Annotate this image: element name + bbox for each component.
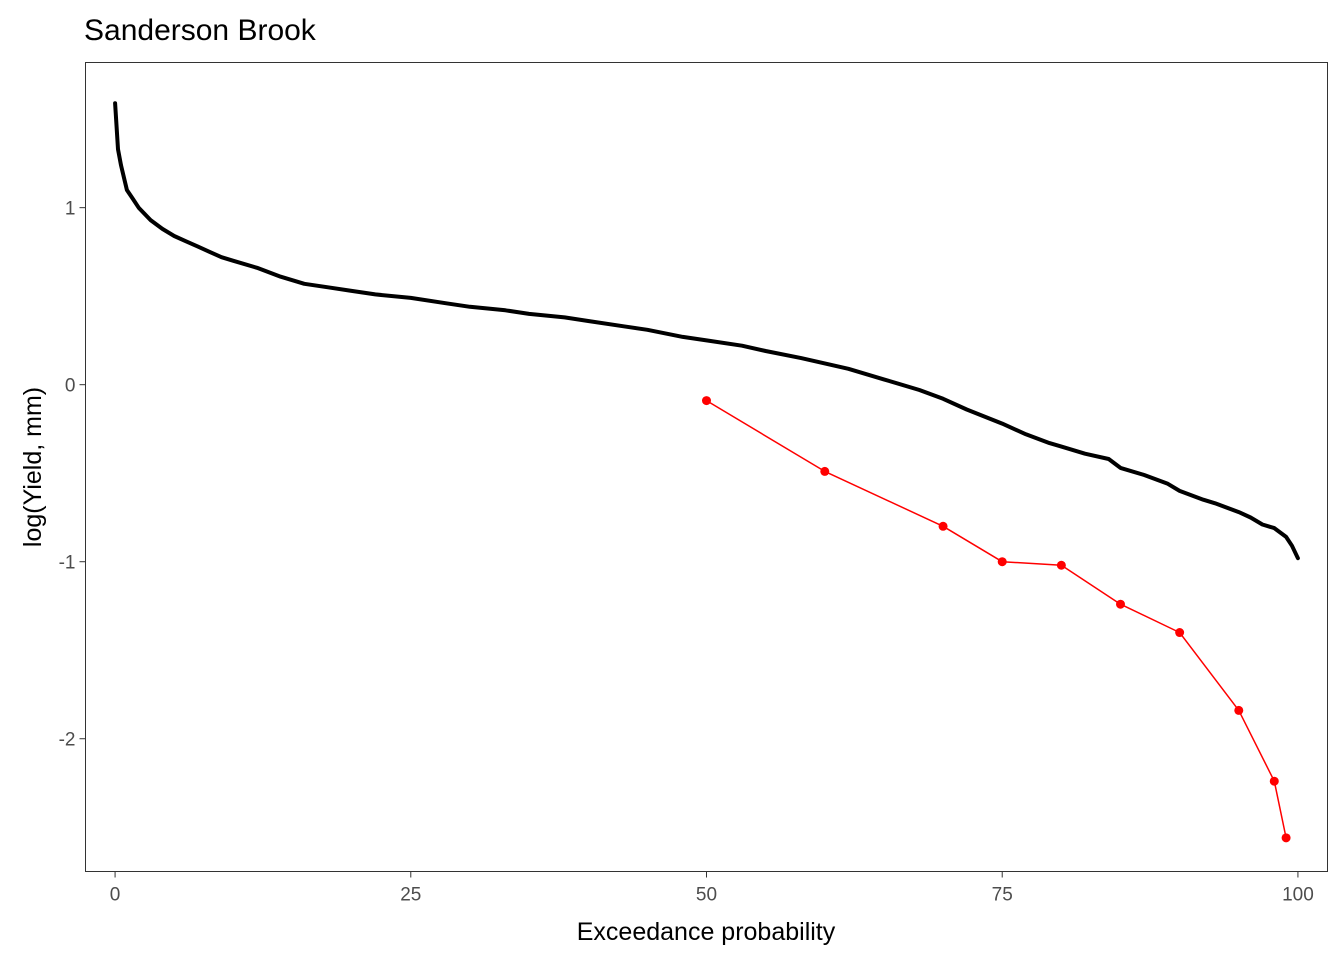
series-2-point (820, 466, 830, 476)
series-2-point (1056, 560, 1066, 570)
series-2-point (1281, 833, 1291, 843)
series-2-point (1269, 776, 1279, 786)
series-2-point (702, 396, 711, 406)
y-axis-label: log(Yield, mm) (19, 387, 47, 547)
x-tick-label: 0 (110, 885, 121, 906)
series-2-point (938, 521, 948, 531)
x-tick-label: 100 (1282, 885, 1314, 906)
series-2-point (997, 557, 1007, 567)
plot-panel (85, 62, 1328, 872)
x-tick-label: 25 (400, 885, 421, 906)
series-2-point (1175, 628, 1185, 638)
y-tick-label: -1 (59, 553, 76, 574)
x-tick-label: 75 (992, 885, 1013, 906)
series-2-point (1116, 599, 1125, 609)
x-axis-label: Exceedance probability (577, 918, 836, 946)
x-tick-label: 50 (696, 885, 717, 906)
series-2-point (1234, 705, 1244, 715)
series-line-2 (705, 399, 1287, 839)
chart-title: Sanderson Brook (84, 14, 317, 47)
y-tick-label: 1 (65, 199, 76, 220)
y-tick-label: -2 (59, 730, 76, 751)
series-layer (113, 101, 1300, 843)
x-axis-ticks: 0 25 50 75 100 (110, 871, 1314, 906)
series-line-1 (113, 101, 1300, 561)
y-tick-label: 0 (65, 376, 76, 397)
y-axis-ticks: -2 -1 0 1 (59, 199, 86, 751)
